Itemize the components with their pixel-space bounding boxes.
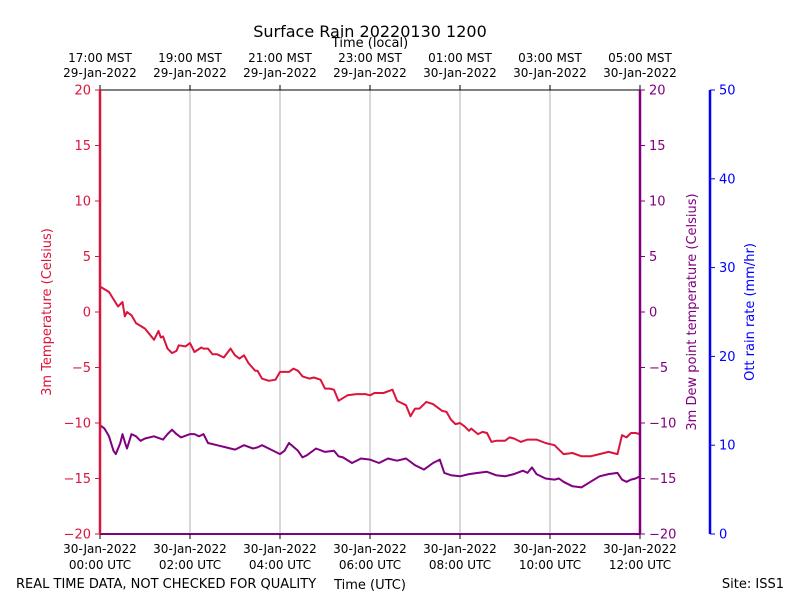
top-tick-label-time: 23:00 MST — [338, 51, 402, 65]
top-tick-label-date: 29-Jan-2022 — [333, 66, 407, 80]
top-tick-label-date: 30-Jan-2022 — [603, 66, 677, 80]
top-tick-label-time: 19:00 MST — [158, 51, 222, 65]
rain-y-tick-label: 20 — [719, 350, 736, 365]
top-tick-label-date: 30-Jan-2022 — [423, 66, 497, 80]
top-tick-label-time: 05:00 MST — [608, 51, 672, 65]
site-label: Site: ISS1 — [722, 577, 784, 592]
rain-y-tick-label: 0 — [719, 528, 727, 543]
left-y-tick-label: −5 — [72, 361, 91, 376]
bottom-x-axis: 30-Jan-2022 00:00 UTC 30-Jan-2022 02:00 UTC… — [63, 534, 677, 572]
right-y-tick-label: 10 — [649, 195, 666, 210]
series-lines — [99, 285, 641, 489]
bottom-axis-title: Time (UTC) — [333, 578, 406, 593]
dewpoint-series-line — [99, 424, 641, 489]
right-y-tick-label: −15 — [649, 472, 676, 487]
x-tick-label-date: 30-Jan-2022 — [333, 542, 407, 556]
rain-y-tick-label: 40 — [719, 172, 736, 187]
x-tick-label-time: 04:00 UTC — [249, 558, 311, 572]
chart-title: Surface Rain 20220130 1200 — [253, 22, 487, 41]
quality-disclaimer: REAL TIME DATA, NOT CHECKED FOR QUALITY — [16, 577, 316, 592]
right-y-tick-label: −20 — [649, 528, 676, 543]
top-axis-title: Time (local) — [331, 36, 408, 51]
right-y-tick-label: 15 — [649, 139, 666, 154]
right-y-tick-label: −10 — [649, 417, 676, 432]
x-tick-label-date: 30-Jan-2022 — [63, 542, 137, 556]
top-tick-label-time: 21:00 MST — [248, 51, 312, 65]
left-y-axis: −20 −15 −10 −5 0 5 10 15 20 — [64, 84, 100, 543]
top-tick-label-date: 29-Jan-2022 — [63, 66, 137, 80]
top-tick-label-date: 30-Jan-2022 — [513, 66, 587, 80]
right-axis-label-rain: Ott rain rate (mm/hr) — [743, 243, 758, 381]
top-tick-label-date: 29-Jan-2022 — [153, 66, 227, 80]
left-y-tick-label: 15 — [74, 139, 91, 154]
left-y-tick-label: −20 — [64, 528, 91, 543]
rain-y-tick-label: 50 — [719, 84, 736, 99]
right-y-tick-label: 20 — [649, 84, 666, 99]
right-y-axis-dewpoint: −20 −15 −10 −5 0 5 10 15 20 — [640, 84, 676, 543]
left-y-tick-label: 0 — [83, 306, 91, 321]
rain-y-tick-label: 30 — [719, 261, 736, 276]
left-axis-label: 3m Temperature (Celsius) — [40, 228, 55, 396]
rain-y-tick-label: 10 — [719, 439, 736, 454]
x-tick-label-time: 02:00 UTC — [159, 558, 221, 572]
x-tick-label-time: 00:00 UTC — [69, 558, 131, 572]
top-tick-label-time: 03:00 MST — [518, 51, 582, 65]
right-y-tick-label: −5 — [649, 361, 668, 376]
temperature-series-line — [99, 285, 641, 458]
top-tick-label-time: 01:00 MST — [428, 51, 492, 65]
x-tick-label-date: 30-Jan-2022 — [513, 542, 587, 556]
x-tick-label-date: 30-Jan-2022 — [153, 542, 227, 556]
x-tick-label-time: 06:00 UTC — [339, 558, 401, 572]
top-tick-label-date: 29-Jan-2022 — [243, 66, 317, 80]
left-y-tick-label: −10 — [64, 417, 91, 432]
right-y-axis-rain: 0 10 20 30 40 50 — [710, 84, 736, 543]
x-tick-label-time: 12:00 UTC — [609, 558, 671, 572]
right-y-tick-label: 5 — [649, 250, 657, 265]
x-tick-label-date: 30-Jan-2022 — [603, 542, 677, 556]
left-y-tick-label: −15 — [64, 472, 91, 487]
x-tick-label-date: 30-Jan-2022 — [423, 542, 497, 556]
plot-frame — [98, 89, 712, 535]
left-y-tick-label: 5 — [83, 250, 91, 265]
top-tick-label-time: 17:00 MST — [68, 51, 132, 65]
right-y-tick-label: 0 — [649, 306, 657, 321]
right-axis-label-dewpoint: 3m Dew point temperature (Celsius) — [685, 193, 700, 430]
x-tick-label-date: 30-Jan-2022 — [243, 542, 317, 556]
x-tick-label-time: 10:00 UTC — [519, 558, 581, 572]
x-tick-label-time: 08:00 UTC — [429, 558, 491, 572]
grid-lines — [189, 90, 551, 534]
left-y-tick-label: 10 — [74, 195, 91, 210]
left-y-tick-label: 20 — [74, 84, 91, 99]
